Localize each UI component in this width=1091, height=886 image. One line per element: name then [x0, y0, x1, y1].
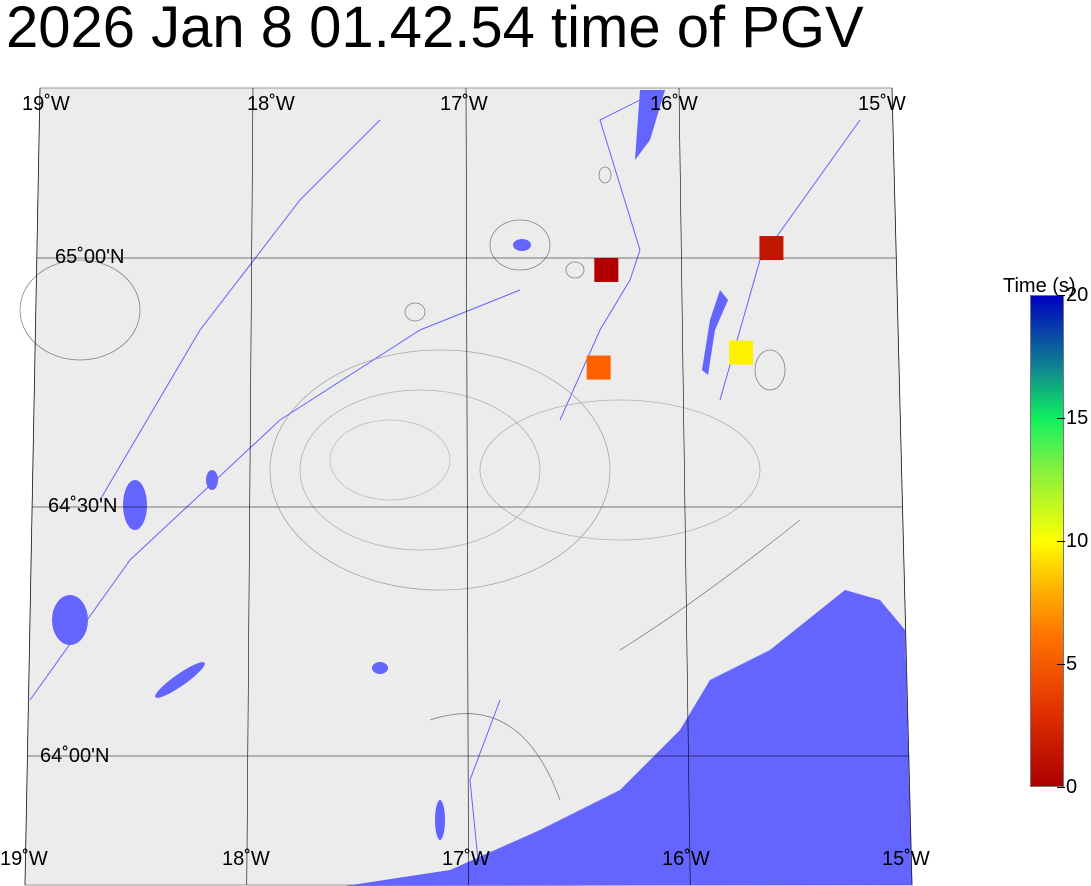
latitude-label: 64˚00'N [40, 745, 110, 767]
station-marker[interactable] [586, 355, 611, 380]
longitude-label: 16˚W [662, 848, 710, 870]
latitude-label: 65˚00'N [55, 246, 125, 268]
longitude-label: 18˚W [247, 93, 295, 115]
map-title: 2026 Jan 8 01.42.54 time of PGV [6, 0, 864, 60]
colorbar-tick [1057, 295, 1065, 296]
ocean [345, 590, 912, 886]
latitude-label: 64˚30'N [48, 495, 118, 517]
terrain-contours [19, 166, 801, 801]
longitude-label: 19˚W [0, 848, 48, 870]
colorbar-title: Time (s) [1003, 275, 1076, 297]
lake [155, 662, 205, 698]
meridian-line [678, 87, 691, 886]
longitude-label: 17˚W [442, 848, 490, 870]
longitude-label: 15˚W [858, 93, 906, 115]
stations [586, 236, 784, 380]
colorbar-tick [1057, 664, 1065, 665]
longitude-label: 18˚W [222, 848, 270, 870]
station-marker[interactable] [729, 340, 754, 365]
colorbar-tick [1057, 418, 1065, 419]
colorbar-tick-label: 20 [1066, 284, 1089, 306]
water-bodies [52, 90, 912, 886]
lake [702, 290, 728, 375]
colorbar-tick [1057, 787, 1065, 788]
graticule [24, 87, 913, 886]
lake [206, 470, 218, 490]
longitude-label: 17˚W [440, 93, 488, 115]
lake [635, 90, 665, 160]
lake [435, 800, 445, 840]
meridian-line [24, 87, 41, 886]
lake [123, 480, 147, 530]
longitude-label: 19˚W [22, 93, 70, 115]
colorbar-tick [1057, 541, 1065, 542]
colorbar-tick-label: 15 [1066, 407, 1089, 429]
lake [372, 662, 388, 674]
meridian-line [465, 87, 469, 886]
meridian-line [891, 87, 913, 886]
colorbar-tick-label: 0 [1066, 776, 1078, 798]
station-marker[interactable] [759, 236, 784, 261]
longitude-label: 16˚W [650, 93, 698, 115]
lake [52, 595, 88, 645]
lake [513, 239, 531, 251]
colorbar-tick-label: 10 [1066, 530, 1089, 552]
longitude-label: 15˚W [882, 848, 930, 870]
colorbar-tick-label: 5 [1066, 653, 1078, 675]
meridian-line [246, 87, 254, 886]
station-marker[interactable] [594, 257, 619, 282]
